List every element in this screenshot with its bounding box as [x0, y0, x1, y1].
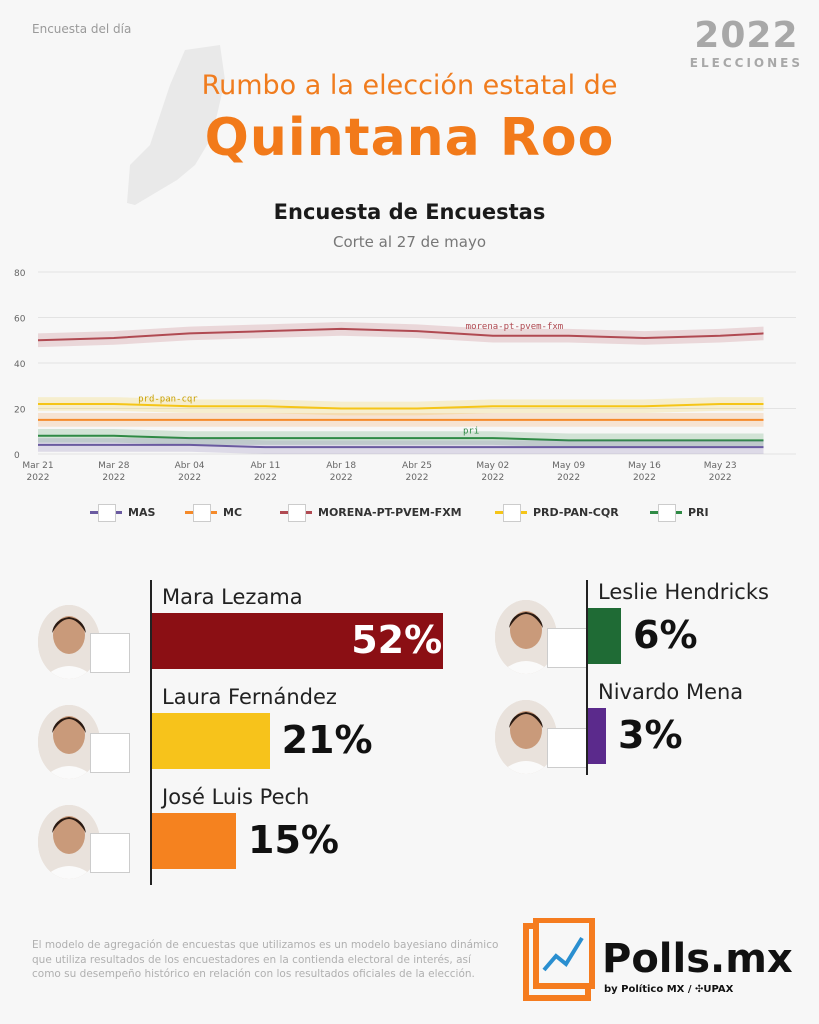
- legend-label: PRI: [688, 505, 709, 519]
- x-tick-year: 2022: [481, 473, 504, 483]
- year-logo-subtext: ELECCIONES: [689, 56, 803, 70]
- series-line: [38, 434, 764, 442]
- series-label: prd-pan-cqr: [138, 395, 198, 405]
- x-tick-year: 2022: [557, 473, 580, 483]
- candidate-bar: [152, 613, 444, 669]
- candidate-bar: [588, 608, 621, 664]
- y-tick-label: 40: [14, 360, 26, 370]
- party-logo-icon: [658, 503, 676, 522]
- legend-swatch: [185, 503, 217, 522]
- series-band: [38, 397, 764, 416]
- series-line: [37, 327, 764, 342]
- candidate-name: Mara Lezama: [162, 585, 303, 609]
- candidate-party-logo-icon: [90, 733, 130, 773]
- x-tick-year: 2022: [102, 473, 125, 483]
- candidate-percentage: 52%: [351, 618, 443, 662]
- legend-label: MAS: [128, 505, 156, 519]
- x-tick-year: 2022: [330, 473, 353, 483]
- legend-swatch: [90, 503, 122, 522]
- series-line: [38, 402, 764, 410]
- x-tick-label: May 16: [628, 461, 661, 471]
- candidate-photo: [495, 600, 557, 674]
- y-tick-label: 60: [14, 315, 26, 325]
- elections-year-logo: 2022 ELECCIONES: [689, 15, 803, 71]
- brand-subtext: by Político MX / ✣UPAX: [604, 984, 734, 995]
- legend-item: PRD-PAN-CQR: [495, 492, 619, 532]
- methodology-footnote: El modelo de agregación de encuestas que…: [32, 939, 499, 980]
- legend-item: MC: [185, 492, 242, 532]
- x-tick-label: May 23: [704, 461, 737, 471]
- series-band: [38, 322, 764, 348]
- x-tick-label: Abr 25: [402, 461, 432, 471]
- legend-item: PRI: [650, 492, 709, 532]
- chart-subtitle: Corte al 27 de mayo: [332, 233, 487, 251]
- candidate-photo: [38, 605, 100, 679]
- candidate-bar: [588, 708, 606, 764]
- quintana-roo-map-icon: [127, 45, 225, 205]
- page-title: Quintana Roo: [204, 108, 615, 168]
- brand-name: Polls.mx: [602, 936, 793, 982]
- chart-title: Encuesta de Encuestas: [273, 200, 546, 224]
- candidate-percentage: 6%: [633, 613, 698, 657]
- party-logo-icon: [503, 503, 521, 522]
- party-logo-icon: [98, 503, 116, 522]
- x-tick-label: Abr 18: [326, 461, 356, 471]
- legend-item: MAS: [90, 492, 155, 532]
- x-tick-label: Abr 11: [250, 461, 280, 471]
- page-subtitle: Rumbo a la elección estatal de: [201, 70, 618, 101]
- x-tick-label: Mar 28: [98, 461, 130, 471]
- candidate-bar: [152, 713, 270, 769]
- x-tick-year: 2022: [254, 473, 277, 483]
- x-tick-year: 2022: [27, 473, 50, 483]
- series-label: morena-pt-pvem-fxm: [466, 322, 564, 332]
- legend-item: MORENA-PT-PVEM-FXM: [280, 492, 462, 532]
- x-tick-year: 2022: [709, 473, 732, 483]
- candidate-name: Leslie Hendricks: [598, 580, 769, 604]
- polls-mx-brand: Polls.mx by Político MX / ✣UPAX: [522, 917, 793, 1008]
- chart-legend: MAS MC MORENA-PT-PVEM-FXM PRD-PAN-CQR PRI: [90, 492, 790, 536]
- candidate-percentage: 21%: [281, 718, 373, 762]
- series-line: [38, 443, 764, 449]
- x-tick-label: May 09: [552, 461, 585, 471]
- candidate-party-logo-icon: [547, 728, 587, 768]
- x-tick-label: Abr 04: [175, 461, 205, 471]
- legend-label: MORENA-PT-PVEM-FXM: [318, 505, 462, 519]
- x-tick-label: Mar 21: [22, 461, 53, 471]
- year-logo-text: 2022: [694, 15, 799, 56]
- series-band: [38, 438, 764, 454]
- candidate-party-logo-icon: [90, 633, 130, 673]
- candidate-name: Laura Fernández: [162, 685, 337, 709]
- x-tick-year: 2022: [178, 473, 201, 483]
- x-tick-label: May 02: [476, 461, 509, 471]
- candidate-bar: [152, 813, 236, 869]
- polls-logo-icon: [523, 917, 595, 1001]
- candidate-percentage: 15%: [248, 818, 339, 862]
- legend-label: PRD-PAN-CQR: [533, 505, 619, 519]
- candidate-party-logo-icon: [547, 628, 587, 668]
- poll-aggregate-line-chart: 0 20 40 60 80 Mar 21 2022 Mar 28 2022 Abr 04 2022 A…: [14, 269, 796, 483]
- y-tick-label: 80: [14, 269, 26, 279]
- legend-label: MC: [223, 505, 243, 519]
- candidate-photo: [38, 705, 100, 779]
- candidate-party-logo-icon: [90, 833, 130, 873]
- legend-swatch: [650, 503, 682, 522]
- x-tick-year: 2022: [406, 473, 429, 483]
- legend-swatch: [280, 503, 312, 522]
- series-label: pri: [463, 427, 479, 437]
- y-tick-label: 20: [14, 406, 26, 416]
- legend-swatch: [495, 503, 527, 522]
- party-logo-icon: [193, 503, 211, 522]
- y-tick-label: 0: [14, 451, 20, 461]
- x-tick-year: 2022: [633, 473, 656, 483]
- party-logo-icon: [288, 503, 306, 522]
- header-note: Encuesta del día: [32, 22, 132, 36]
- candidate-name: Nivardo Mena: [598, 680, 744, 704]
- candidate-name: José Luis Pech: [162, 785, 310, 809]
- left-axis-line: [150, 580, 152, 885]
- right-axis-line: [586, 580, 588, 775]
- candidate-percentage: 3%: [618, 713, 683, 757]
